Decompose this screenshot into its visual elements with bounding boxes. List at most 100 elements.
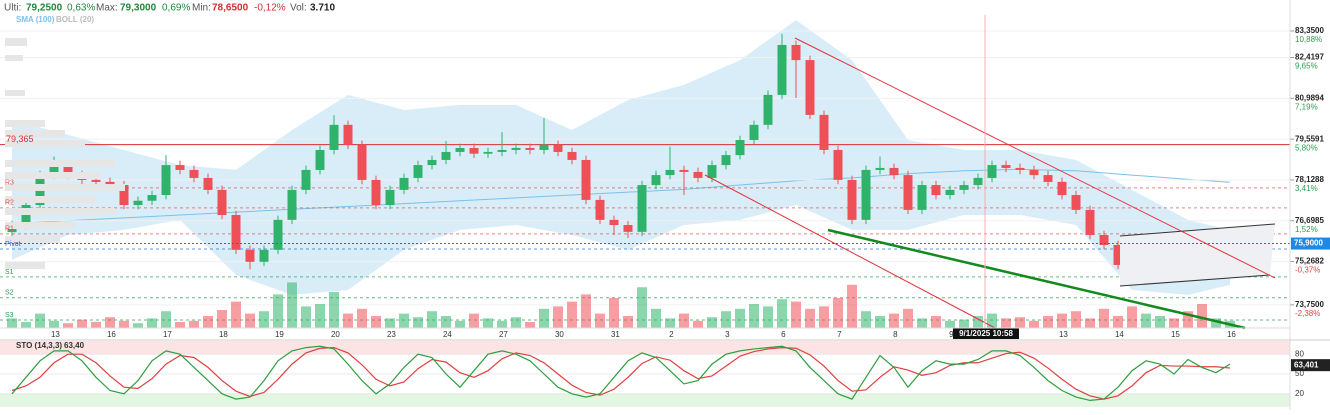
volume-bar xyxy=(1015,317,1025,328)
candle-body xyxy=(1043,175,1053,182)
x-tick-label: 8 xyxy=(893,330,898,339)
candle-body xyxy=(693,171,703,178)
candle-body xyxy=(987,165,997,178)
volume-bar xyxy=(189,320,199,328)
header-label: Max: xyxy=(96,3,118,14)
x-tick-label: 13 xyxy=(51,330,60,339)
sto-last-label: 63,401 xyxy=(1294,360,1319,369)
x-tick-label: 17 xyxy=(163,330,172,339)
pivot-label: R3 xyxy=(5,180,14,187)
volume-bar xyxy=(553,306,563,328)
candle-body xyxy=(735,139,745,156)
volume-bar xyxy=(735,308,745,328)
volume-bar xyxy=(1211,318,1221,328)
volume-bar xyxy=(161,311,171,328)
volume-bar xyxy=(497,320,507,328)
volume-bar xyxy=(315,304,325,328)
indicator-label: BOLL (20) xyxy=(56,15,94,24)
volume-bar xyxy=(273,294,283,328)
candle-body xyxy=(1085,209,1095,235)
volume-bar xyxy=(175,322,185,328)
candle-body xyxy=(287,189,297,220)
x-tick-label: 23 xyxy=(387,330,396,339)
candle-body xyxy=(511,147,521,150)
header-label: Vol: xyxy=(290,3,307,14)
volume-bar xyxy=(931,316,941,328)
indicator-value: 63,40 xyxy=(64,341,85,350)
volume-bar xyxy=(581,294,591,328)
volume-bar xyxy=(91,322,101,328)
volume-bar xyxy=(427,311,437,328)
x-tick-label: 15 xyxy=(1171,330,1180,339)
y-tick-label: 79,5591 xyxy=(1295,134,1324,143)
sto-k-line xyxy=(11,345,1231,402)
x-tick-label: 2 xyxy=(669,330,674,339)
volume-bar xyxy=(679,313,689,328)
candle-body xyxy=(259,249,269,262)
volume-profile xyxy=(5,38,125,269)
volume-bar xyxy=(35,313,45,328)
trend-line xyxy=(827,228,1246,330)
candle-body xyxy=(847,179,857,220)
y-tick-label: 76,6985 xyxy=(1295,216,1324,225)
candle-body xyxy=(497,149,507,152)
volume-bar xyxy=(147,318,157,328)
candle-body xyxy=(301,169,311,190)
x-tick-label: 9 xyxy=(949,330,954,339)
candle-body xyxy=(231,215,241,250)
volume-bar xyxy=(777,299,787,328)
candle-body xyxy=(21,205,31,225)
pivot-label: S2 xyxy=(5,290,14,297)
x-tick-label: 31 xyxy=(611,330,620,339)
y-tick-label: 78,1288 xyxy=(1295,175,1324,184)
trend-line xyxy=(704,174,996,329)
channel-fill xyxy=(1120,224,1275,286)
header-pct: -0,12% xyxy=(254,3,286,14)
volume-bar xyxy=(1001,318,1011,328)
pivot-label: Pivot xyxy=(5,241,21,248)
volume-bar xyxy=(1113,316,1123,328)
candle-body xyxy=(945,189,955,196)
volume-bar xyxy=(847,284,857,328)
candle-body xyxy=(91,179,101,182)
volume-bar xyxy=(539,308,549,328)
candle-body xyxy=(413,165,423,178)
header-value: 3.710 xyxy=(310,3,335,14)
volume-bar xyxy=(693,320,703,328)
volume-bar xyxy=(49,320,59,328)
candle-body xyxy=(357,144,367,180)
volume-bar xyxy=(987,313,997,328)
candle-body xyxy=(553,144,563,152)
x-tick-label: 30 xyxy=(555,330,564,339)
volume-bar xyxy=(231,301,241,328)
volume-bar xyxy=(7,318,17,328)
layer xyxy=(0,20,1290,407)
volume-bar xyxy=(889,313,899,328)
candle-body xyxy=(1029,169,1039,176)
y-tick-label: 75,2682 xyxy=(1295,257,1324,266)
volume-bar xyxy=(21,322,31,328)
candle-body xyxy=(63,165,73,176)
volume-bar xyxy=(105,317,115,328)
candle-body xyxy=(49,165,59,176)
candle-body xyxy=(567,151,577,160)
candle-body xyxy=(581,159,591,200)
volume-bar xyxy=(455,320,465,328)
volume-bar xyxy=(525,322,535,328)
volume-bar xyxy=(119,320,129,328)
sto-oversold xyxy=(0,393,1290,407)
x-tick-label: 27 xyxy=(499,330,508,339)
candle-body xyxy=(1113,244,1123,265)
volume-bar xyxy=(63,323,73,328)
volume-bar xyxy=(287,282,297,328)
y-tick-label: 80,9894 xyxy=(1295,93,1324,102)
crosshair-tag xyxy=(953,328,1019,339)
sto-d-line xyxy=(11,346,1231,400)
volume-bar xyxy=(77,319,87,328)
candle-body xyxy=(651,175,661,186)
volume-bar xyxy=(819,306,829,328)
volume-bar xyxy=(721,311,731,328)
volume-bar xyxy=(861,311,871,328)
y-tick-pct: 5,80% xyxy=(1295,143,1318,152)
